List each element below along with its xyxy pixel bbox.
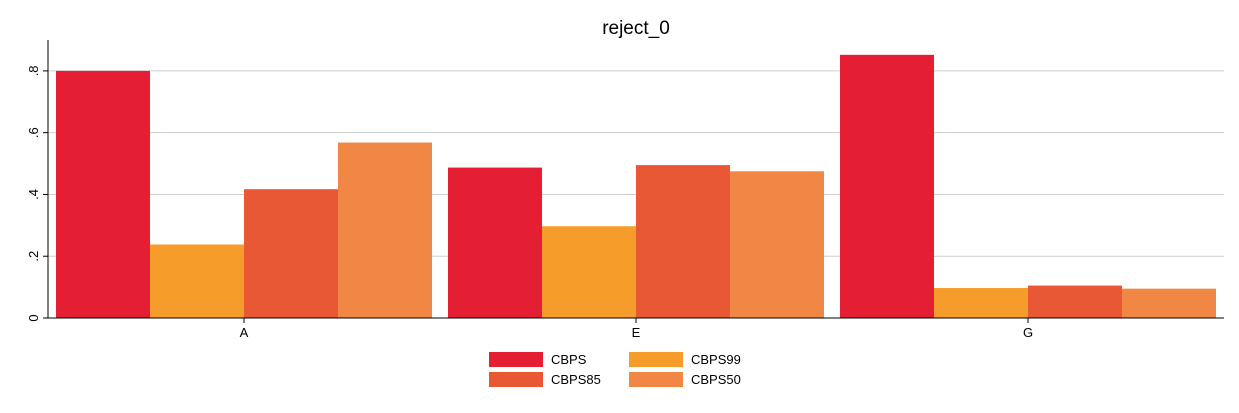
y-tick-label: .8 <box>26 65 41 76</box>
x-tick-label: G <box>1023 325 1033 340</box>
chart-title: reject_0 <box>602 18 670 39</box>
legend-label-cbps85: CBPS85 <box>551 372 601 387</box>
y-tick-label: .4 <box>26 189 41 200</box>
y-tick-label: .6 <box>26 127 41 138</box>
x-tick-label: A <box>240 325 249 340</box>
y-ticks: 0 .2 .4 .6 .8 <box>26 65 48 322</box>
legend: CBPS CBPS99 CBPS85 CBPS50 <box>489 352 741 387</box>
bar-cbps99-g <box>934 288 1028 318</box>
bar-cbps50-g <box>1122 288 1216 318</box>
bar-cbps-g <box>840 54 934 319</box>
bars <box>56 54 1216 319</box>
legend-label-cbps: CBPS <box>551 352 587 367</box>
y-tick-label: .2 <box>26 251 41 262</box>
bar-cbps-e <box>448 167 542 318</box>
legend-label-cbps50: CBPS50 <box>691 372 741 387</box>
legend-swatch-cbps <box>489 352 543 367</box>
bar-cbps50-a <box>338 142 432 318</box>
x-tick-label: E <box>632 325 641 340</box>
legend-swatch-cbps99 <box>629 352 683 367</box>
bar-cbps85-e <box>636 165 730 318</box>
bar-cbps85-g <box>1028 285 1122 318</box>
y-tick-label: 0 <box>26 314 41 321</box>
bar-cbps85-a <box>244 189 338 318</box>
bar-cbps99-a <box>150 244 244 318</box>
bar-cbps-a <box>56 70 150 318</box>
bar-cbps99-e <box>542 226 636 318</box>
legend-swatch-cbps50 <box>629 372 683 387</box>
legend-swatch-cbps85 <box>489 372 543 387</box>
legend-label-cbps99: CBPS99 <box>691 352 741 367</box>
bar-cbps50-e <box>730 171 824 318</box>
